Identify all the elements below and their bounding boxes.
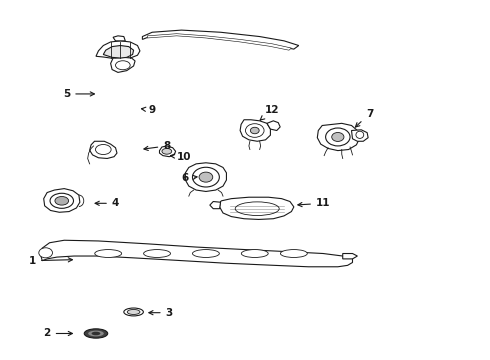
Text: 12: 12 (260, 105, 279, 120)
Text: 5: 5 (63, 89, 95, 99)
Ellipse shape (235, 202, 279, 216)
Ellipse shape (193, 249, 220, 257)
Text: 1: 1 (29, 256, 73, 266)
Ellipse shape (124, 308, 144, 316)
Ellipse shape (127, 310, 140, 315)
Ellipse shape (39, 248, 52, 258)
Polygon shape (185, 163, 226, 192)
Text: 9: 9 (142, 105, 156, 115)
Ellipse shape (250, 127, 259, 134)
Text: 7: 7 (355, 109, 373, 127)
Polygon shape (111, 57, 135, 72)
Text: 10: 10 (171, 152, 191, 162)
Ellipse shape (95, 249, 122, 257)
Polygon shape (41, 240, 352, 267)
Polygon shape (90, 141, 117, 158)
Ellipse shape (356, 131, 364, 138)
Polygon shape (351, 130, 368, 141)
Text: 8: 8 (144, 141, 171, 151)
Ellipse shape (193, 167, 220, 187)
Text: 2: 2 (44, 328, 73, 338)
Ellipse shape (242, 249, 268, 257)
Polygon shape (44, 189, 80, 212)
Ellipse shape (92, 332, 100, 335)
Polygon shape (159, 146, 175, 157)
Text: 4: 4 (95, 198, 119, 208)
Ellipse shape (326, 128, 350, 146)
Ellipse shape (50, 193, 74, 208)
Polygon shape (318, 123, 360, 150)
Ellipse shape (116, 61, 130, 70)
Polygon shape (103, 45, 134, 58)
Polygon shape (240, 120, 270, 141)
Polygon shape (147, 34, 292, 50)
Ellipse shape (84, 329, 108, 338)
Polygon shape (96, 41, 140, 59)
Ellipse shape (245, 124, 264, 137)
Text: 6: 6 (182, 173, 197, 183)
Ellipse shape (88, 330, 104, 336)
Ellipse shape (280, 249, 307, 257)
Text: 3: 3 (149, 308, 173, 318)
Ellipse shape (55, 197, 69, 205)
Polygon shape (220, 197, 294, 220)
Text: 11: 11 (298, 198, 330, 208)
Polygon shape (143, 30, 299, 49)
Polygon shape (113, 36, 125, 41)
Ellipse shape (332, 132, 344, 141)
Polygon shape (210, 202, 220, 209)
Ellipse shape (162, 148, 172, 154)
Ellipse shape (96, 144, 111, 154)
Ellipse shape (199, 172, 213, 182)
Polygon shape (267, 121, 280, 131)
Polygon shape (343, 253, 357, 259)
Ellipse shape (144, 249, 171, 257)
